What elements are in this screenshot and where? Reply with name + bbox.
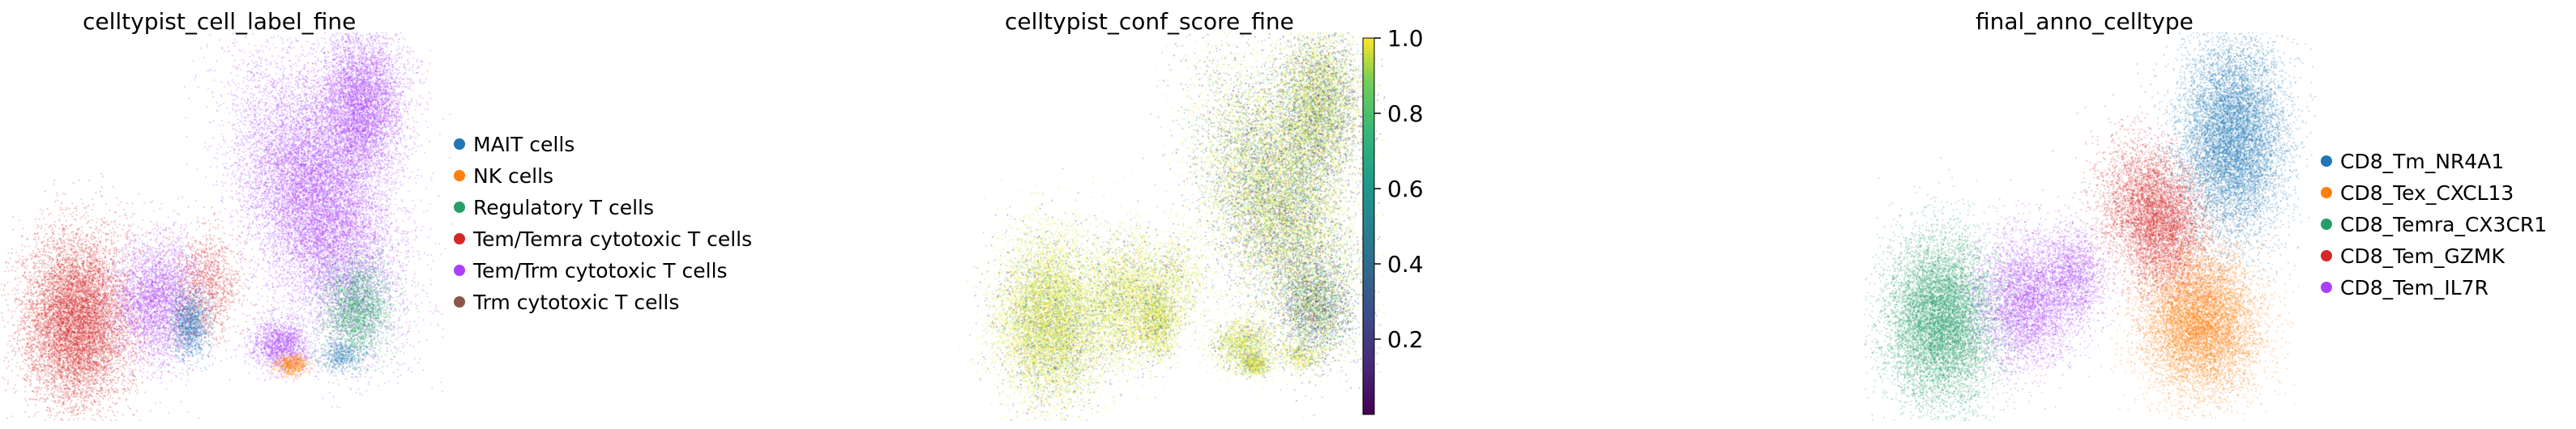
- legend-item: CD8_Tem_GZMK: [2321, 244, 2505, 268]
- legend-marker: [2321, 187, 2332, 198]
- umap-scatter-cell-label: [0, 32, 454, 421]
- panel-title: celltypist_cell_label_fine: [83, 8, 357, 35]
- legend-marker: [454, 202, 465, 213]
- panel-title: celltypist_conf_score_fine: [1005, 8, 1294, 35]
- umap-panel-conf-score: celltypist_conf_score_fine 0.2 0.4 0.6 0.8 1…: [932, 0, 1499, 426]
- legend-marker: [454, 296, 465, 308]
- colorbar-tick-label: 0.6: [1387, 176, 1424, 202]
- legend-item: Tem/Trm cytotoxic T cells: [454, 258, 728, 282]
- legend-label: CD8_Tex_CXCL13: [2340, 181, 2514, 205]
- colorbar: 0.2 0.4 0.6 0.8 1.0: [1362, 25, 1424, 415]
- umap-panel-cell-label: celltypist_cell_label_fine MAIT cells NK …: [0, 0, 810, 426]
- legend-item: Trm cytotoxic T cells: [454, 290, 679, 314]
- legend-item: CD8_Temra_CX3CR1: [2321, 212, 2547, 236]
- legend-item: Tem/Temra cytotoxic T cells: [454, 227, 752, 251]
- legend-marker: [454, 170, 465, 181]
- panel-title: final_anno_celltype: [1976, 8, 2194, 35]
- colorbar-gradient: [1362, 37, 1375, 415]
- legend-label: CD8_Temra_CX3CR1: [2340, 212, 2548, 236]
- colorbar-tick-label: 0.4: [1387, 251, 1424, 278]
- legend-label: CD8_Tem_GZMK: [2340, 244, 2505, 268]
- legend-label: CD8_Tem_IL7R: [2340, 275, 2488, 299]
- legend-label: Tem/Temra cytotoxic T cells: [473, 227, 753, 251]
- legend-item: CD8_Tem_IL7R: [2321, 275, 2488, 299]
- legend-label: Tem/Trm cytotoxic T cells: [473, 258, 728, 282]
- umap-panel-final-anno: final_anno_celltype CD8_Tm_NR4A1 CD8_Tex_…: [1864, 0, 2576, 426]
- legend-label: NK cells: [473, 164, 554, 188]
- legend-marker: [2321, 155, 2332, 167]
- legend-marker: [454, 233, 465, 244]
- legend-label: Regulatory T cells: [473, 195, 654, 219]
- colorbar-tick-label: 0.8: [1387, 100, 1424, 127]
- colorbar-tick-label: 1.0: [1387, 25, 1424, 52]
- legend-item: Regulatory T cells: [454, 195, 654, 219]
- legend-marker: [2321, 250, 2332, 261]
- colorbar-tick-label: 0.2: [1387, 326, 1424, 353]
- legend-item: CD8_Tex_CXCL13: [2321, 181, 2514, 205]
- legend-marker: [2321, 282, 2332, 293]
- umap-scatter-final-anno: [1864, 32, 2318, 421]
- legend-item: CD8_Tm_NR4A1: [2321, 149, 2504, 173]
- legend-label: CD8_Tm_NR4A1: [2340, 149, 2505, 173]
- legend-marker: [454, 138, 465, 150]
- legend-marker: [2321, 219, 2332, 230]
- legend-item: NK cells: [454, 164, 553, 188]
- legend-item: MAIT cells: [454, 132, 575, 156]
- legend-marker: [454, 265, 465, 276]
- legend-label: MAIT cells: [473, 132, 575, 156]
- umap-scatter-conf-score: [956, 32, 1386, 421]
- legend-label: Trm cytotoxic T cells: [473, 290, 680, 314]
